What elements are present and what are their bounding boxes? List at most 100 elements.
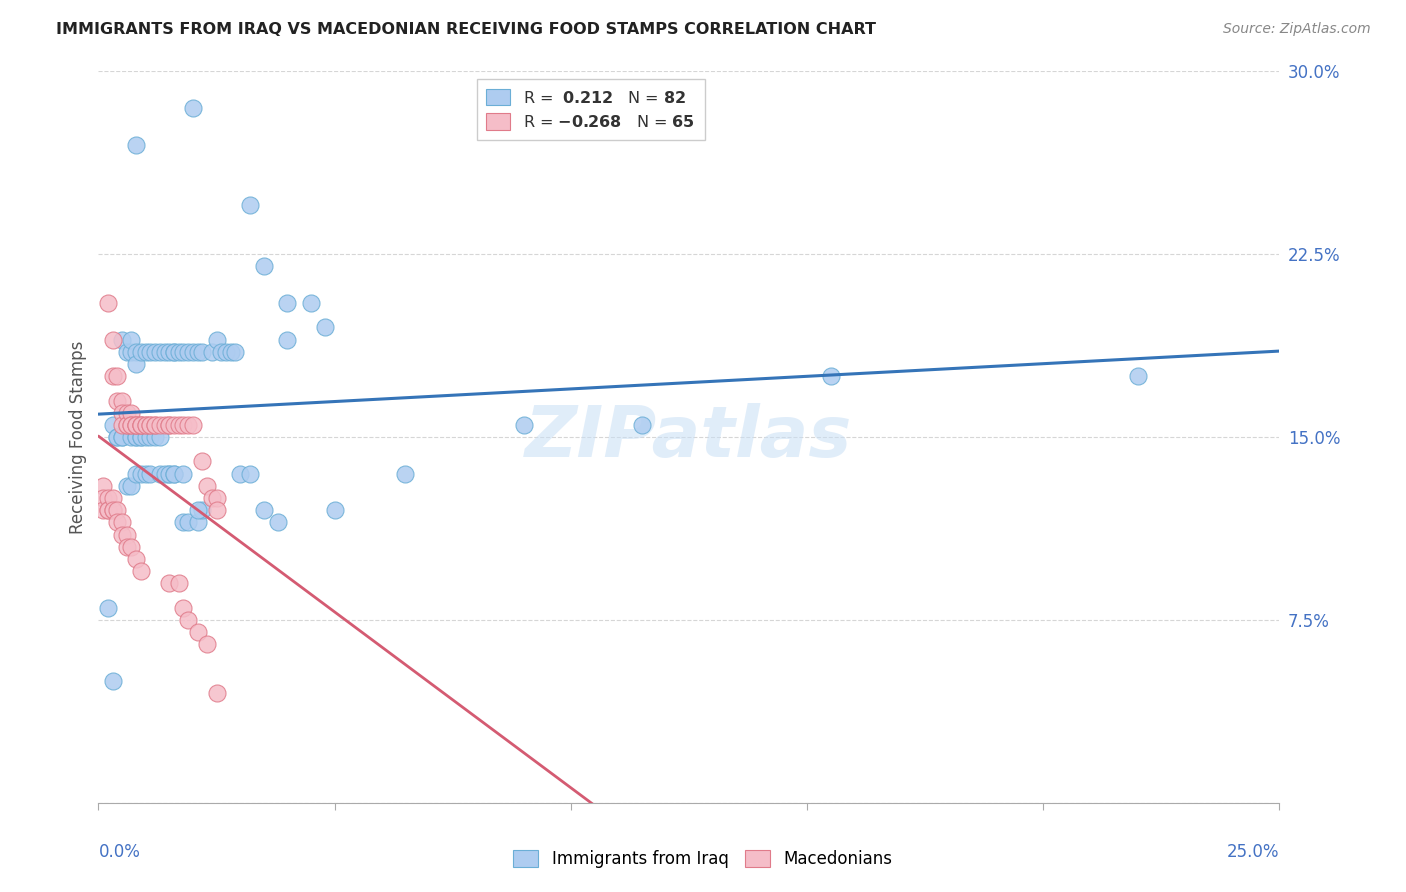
Point bbox=[125, 417, 148, 432]
Point bbox=[111, 333, 134, 347]
Point bbox=[201, 491, 224, 505]
Point bbox=[97, 600, 120, 615]
Point bbox=[125, 344, 148, 359]
Text: ZIPatlas: ZIPatlas bbox=[526, 402, 852, 472]
Point bbox=[101, 673, 124, 688]
Point bbox=[195, 479, 218, 493]
Point bbox=[105, 393, 128, 408]
Point bbox=[97, 503, 120, 517]
Point bbox=[129, 467, 152, 481]
Point bbox=[91, 503, 114, 517]
Point bbox=[139, 430, 162, 444]
Point bbox=[101, 491, 124, 505]
Point bbox=[135, 430, 157, 444]
Point bbox=[149, 430, 172, 444]
Point bbox=[157, 417, 180, 432]
Point bbox=[115, 479, 138, 493]
Point bbox=[149, 467, 172, 481]
Point bbox=[129, 417, 152, 432]
Point bbox=[167, 417, 190, 432]
Point bbox=[267, 516, 290, 530]
Point bbox=[149, 344, 172, 359]
Point bbox=[115, 540, 138, 554]
Point bbox=[101, 503, 124, 517]
Point bbox=[229, 467, 252, 481]
Point bbox=[163, 417, 186, 432]
Point bbox=[101, 417, 124, 432]
Point bbox=[115, 406, 138, 420]
Point bbox=[115, 417, 138, 432]
Point bbox=[191, 344, 214, 359]
Point bbox=[172, 344, 194, 359]
Point bbox=[115, 417, 138, 432]
Point bbox=[219, 344, 242, 359]
Point bbox=[111, 430, 134, 444]
Point bbox=[111, 406, 134, 420]
Point bbox=[105, 516, 128, 530]
Point bbox=[201, 344, 224, 359]
Point bbox=[157, 417, 180, 432]
Legend: R =  $\mathbf{0.212}$   N = $\mathbf{82}$, R = $\mathbf{-0.268}$   N = $\mathbf{: R = $\mathbf{0.212}$ N = $\mathbf{82}$, … bbox=[477, 79, 704, 140]
Point bbox=[91, 491, 114, 505]
Point bbox=[253, 260, 276, 274]
Point bbox=[125, 430, 148, 444]
Point bbox=[105, 503, 128, 517]
Point bbox=[172, 516, 194, 530]
Point bbox=[143, 417, 166, 432]
Point bbox=[630, 417, 652, 432]
Point bbox=[143, 344, 166, 359]
Point bbox=[139, 467, 162, 481]
Point bbox=[101, 369, 124, 384]
Text: IMMIGRANTS FROM IRAQ VS MACEDONIAN RECEIVING FOOD STAMPS CORRELATION CHART: IMMIGRANTS FROM IRAQ VS MACEDONIAN RECEI… bbox=[56, 22, 876, 37]
Point bbox=[111, 527, 134, 541]
Point bbox=[121, 417, 143, 432]
Point bbox=[191, 503, 214, 517]
Point bbox=[125, 417, 148, 432]
Point bbox=[163, 467, 186, 481]
Y-axis label: Receiving Food Stamps: Receiving Food Stamps bbox=[69, 341, 87, 533]
Point bbox=[181, 417, 204, 432]
Point bbox=[153, 467, 176, 481]
Point bbox=[125, 417, 148, 432]
Point bbox=[135, 417, 157, 432]
Point bbox=[205, 491, 228, 505]
Point bbox=[129, 430, 152, 444]
Point bbox=[205, 503, 228, 517]
Point bbox=[125, 430, 148, 444]
Point bbox=[187, 516, 209, 530]
Point bbox=[1126, 369, 1149, 384]
Point bbox=[139, 344, 162, 359]
Point bbox=[129, 430, 152, 444]
Point bbox=[143, 417, 166, 432]
Point bbox=[172, 600, 194, 615]
Point bbox=[125, 357, 148, 371]
Point bbox=[111, 516, 134, 530]
Point bbox=[224, 344, 246, 359]
Point bbox=[121, 344, 143, 359]
Point bbox=[163, 344, 186, 359]
Point bbox=[299, 296, 322, 310]
Point bbox=[820, 369, 842, 384]
Point bbox=[105, 430, 128, 444]
Point bbox=[314, 320, 336, 334]
Point bbox=[187, 503, 209, 517]
Point bbox=[121, 430, 143, 444]
Point bbox=[125, 467, 148, 481]
Point bbox=[276, 296, 298, 310]
Point bbox=[187, 625, 209, 640]
Point bbox=[167, 344, 190, 359]
Point bbox=[121, 333, 143, 347]
Point bbox=[115, 527, 138, 541]
Point bbox=[139, 417, 162, 432]
Point bbox=[157, 467, 180, 481]
Point bbox=[172, 417, 194, 432]
Point bbox=[129, 417, 152, 432]
Point bbox=[135, 344, 157, 359]
Point bbox=[195, 637, 218, 651]
Point bbox=[153, 417, 176, 432]
Point bbox=[143, 430, 166, 444]
Point bbox=[163, 467, 186, 481]
Point bbox=[205, 686, 228, 700]
Point bbox=[253, 503, 276, 517]
Point bbox=[167, 576, 190, 591]
